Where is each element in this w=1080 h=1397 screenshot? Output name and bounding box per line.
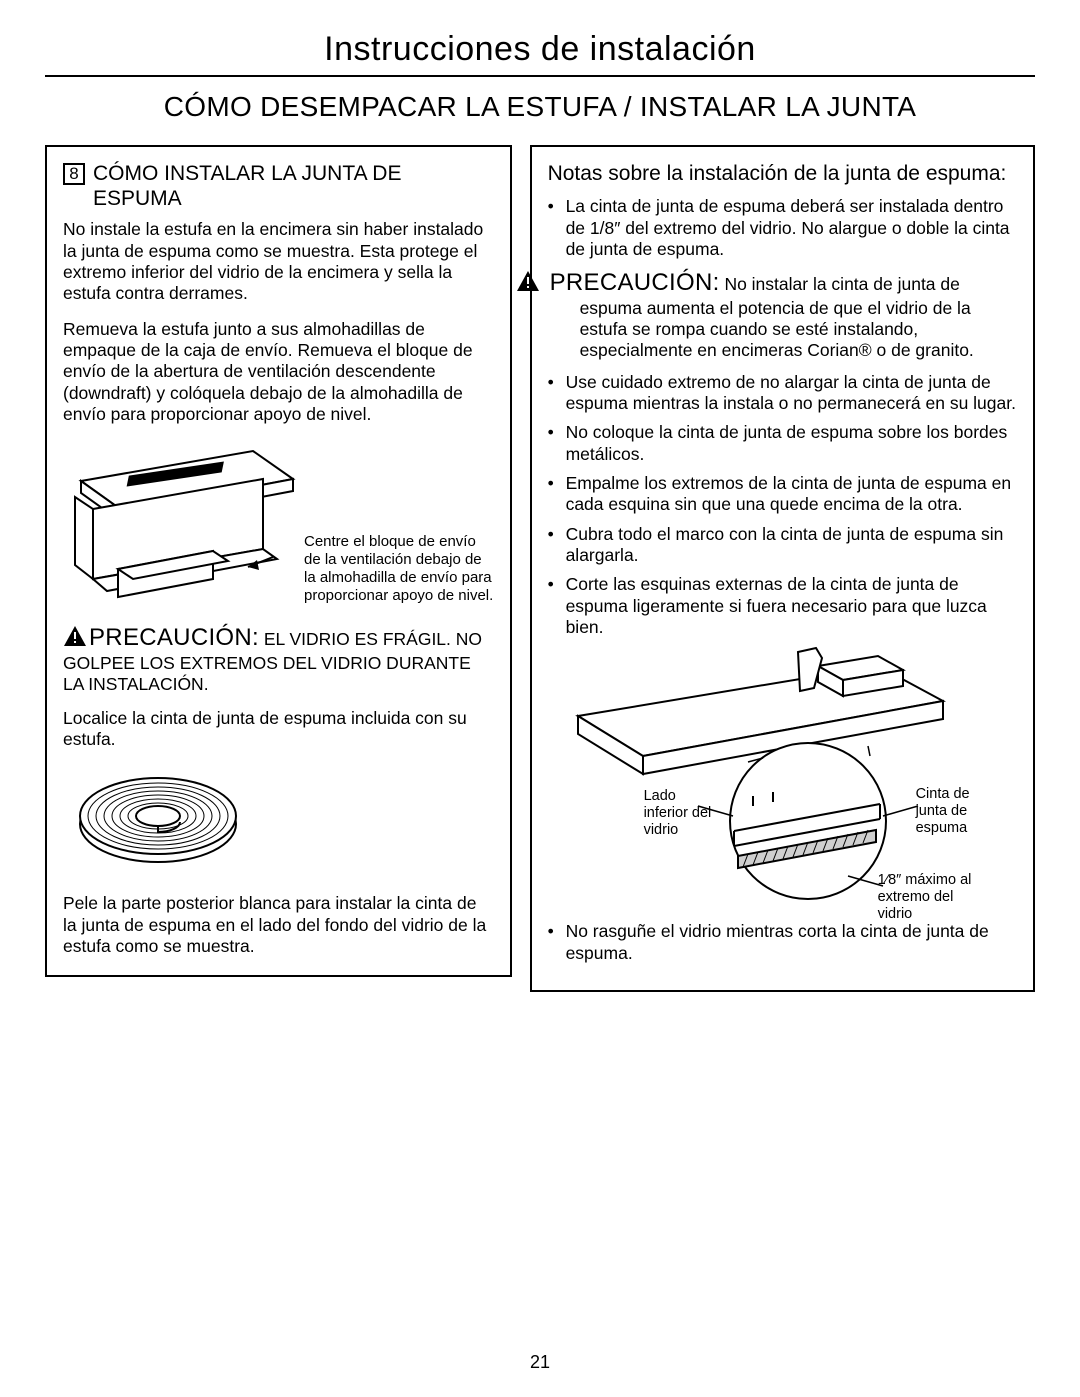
right-caution: PRECAUCIÓN: No instalar la cinta de junt… (548, 268, 1017, 361)
figure1-caption: Centre el bloque de envío de la ventilac… (304, 533, 494, 609)
bullet-3: No coloque la cinta de junta de espuma s… (548, 422, 1017, 465)
figure-tape-roll (73, 764, 494, 879)
left-p4: Pele la parte posterior blanca para inst… (63, 893, 494, 957)
left-p1: No instale la estufa en la encimera sin … (63, 219, 494, 304)
warning-icon (63, 625, 87, 652)
gasket-install-illustration (548, 646, 978, 906)
bullet-5: Cubra todo el marco con la cinta de junt… (548, 524, 1017, 567)
fig2-label-right: Cinta de junta de espuma (916, 786, 982, 836)
fig2-label-left: Lado inferior del vidrio (644, 788, 714, 838)
page-number: 21 (0, 1352, 1080, 1373)
left-heading: 8 CÓMO INSTALAR LA JUNTA DE ESPUMA (63, 161, 494, 211)
caution-label: PRECAUCIÓN: (89, 624, 259, 651)
fig2-label-bottom: 1⁄8″ máximo al extremo del vidrio (878, 872, 978, 922)
bullet-6: Corte las esquinas externas de la cinta … (548, 574, 1017, 638)
right-column: Notas sobre la instalación de la junta d… (530, 145, 1035, 992)
notes-list-mid: Use cuidado extremo de no alargar la cin… (548, 372, 1017, 639)
title-rule (45, 75, 1035, 77)
bullet-2: Use cuidado extremo de no alargar la cin… (548, 372, 1017, 415)
two-column-layout: 8 CÓMO INSTALAR LA JUNTA DE ESPUMA No in… (45, 145, 1035, 992)
left-caution: PRECAUCIÓN: EL VIDRIO ES FRÁGIL. NO GOLP… (63, 623, 494, 695)
page-subtitle: CÓMO DESEMPACAR LA ESTUFA / INSTALAR LA … (45, 91, 1035, 123)
left-p2: Remueva la estufa junto a sus almohadill… (63, 319, 494, 426)
cooktop-block-illustration (63, 439, 298, 609)
figure-gasket-install: Lado inferior del vidrio Cinta de junta … (548, 646, 1017, 911)
notes-list-bottom: No rasguñe el vidrio mientras corta la c… (548, 921, 1017, 964)
left-p3: Localice la cinta de junta de espuma inc… (63, 708, 494, 751)
bullet-4: Empalme los extremos de la cinta de junt… (548, 473, 1017, 516)
left-heading-text: CÓMO INSTALAR LA JUNTA DE ESPUMA (93, 161, 494, 211)
step-number-box: 8 (63, 163, 85, 185)
fig2-label-bottom-fraction: 1⁄8″ (878, 872, 902, 888)
bullet-7: No rasguñe el vidrio mientras corta la c… (548, 921, 1017, 964)
page-title: Instrucciones de instalación (45, 30, 1035, 75)
right-heading: Notas sobre la instalación de la junta d… (548, 161, 1017, 186)
figure-cooktop-block: Centre el bloque de envío de la ventilac… (63, 439, 494, 609)
notes-list-top: La cinta de junta de espuma deberá ser i… (548, 196, 1017, 260)
tape-roll-illustration (73, 764, 243, 874)
caution-label: PRECAUCIÓN: (550, 269, 720, 296)
bullet-1: La cinta de junta de espuma deberá ser i… (548, 196, 1017, 260)
left-column: 8 CÓMO INSTALAR LA JUNTA DE ESPUMA No in… (45, 145, 512, 977)
right-heading-text: Notas sobre la instalación de la junta d… (548, 161, 1007, 186)
